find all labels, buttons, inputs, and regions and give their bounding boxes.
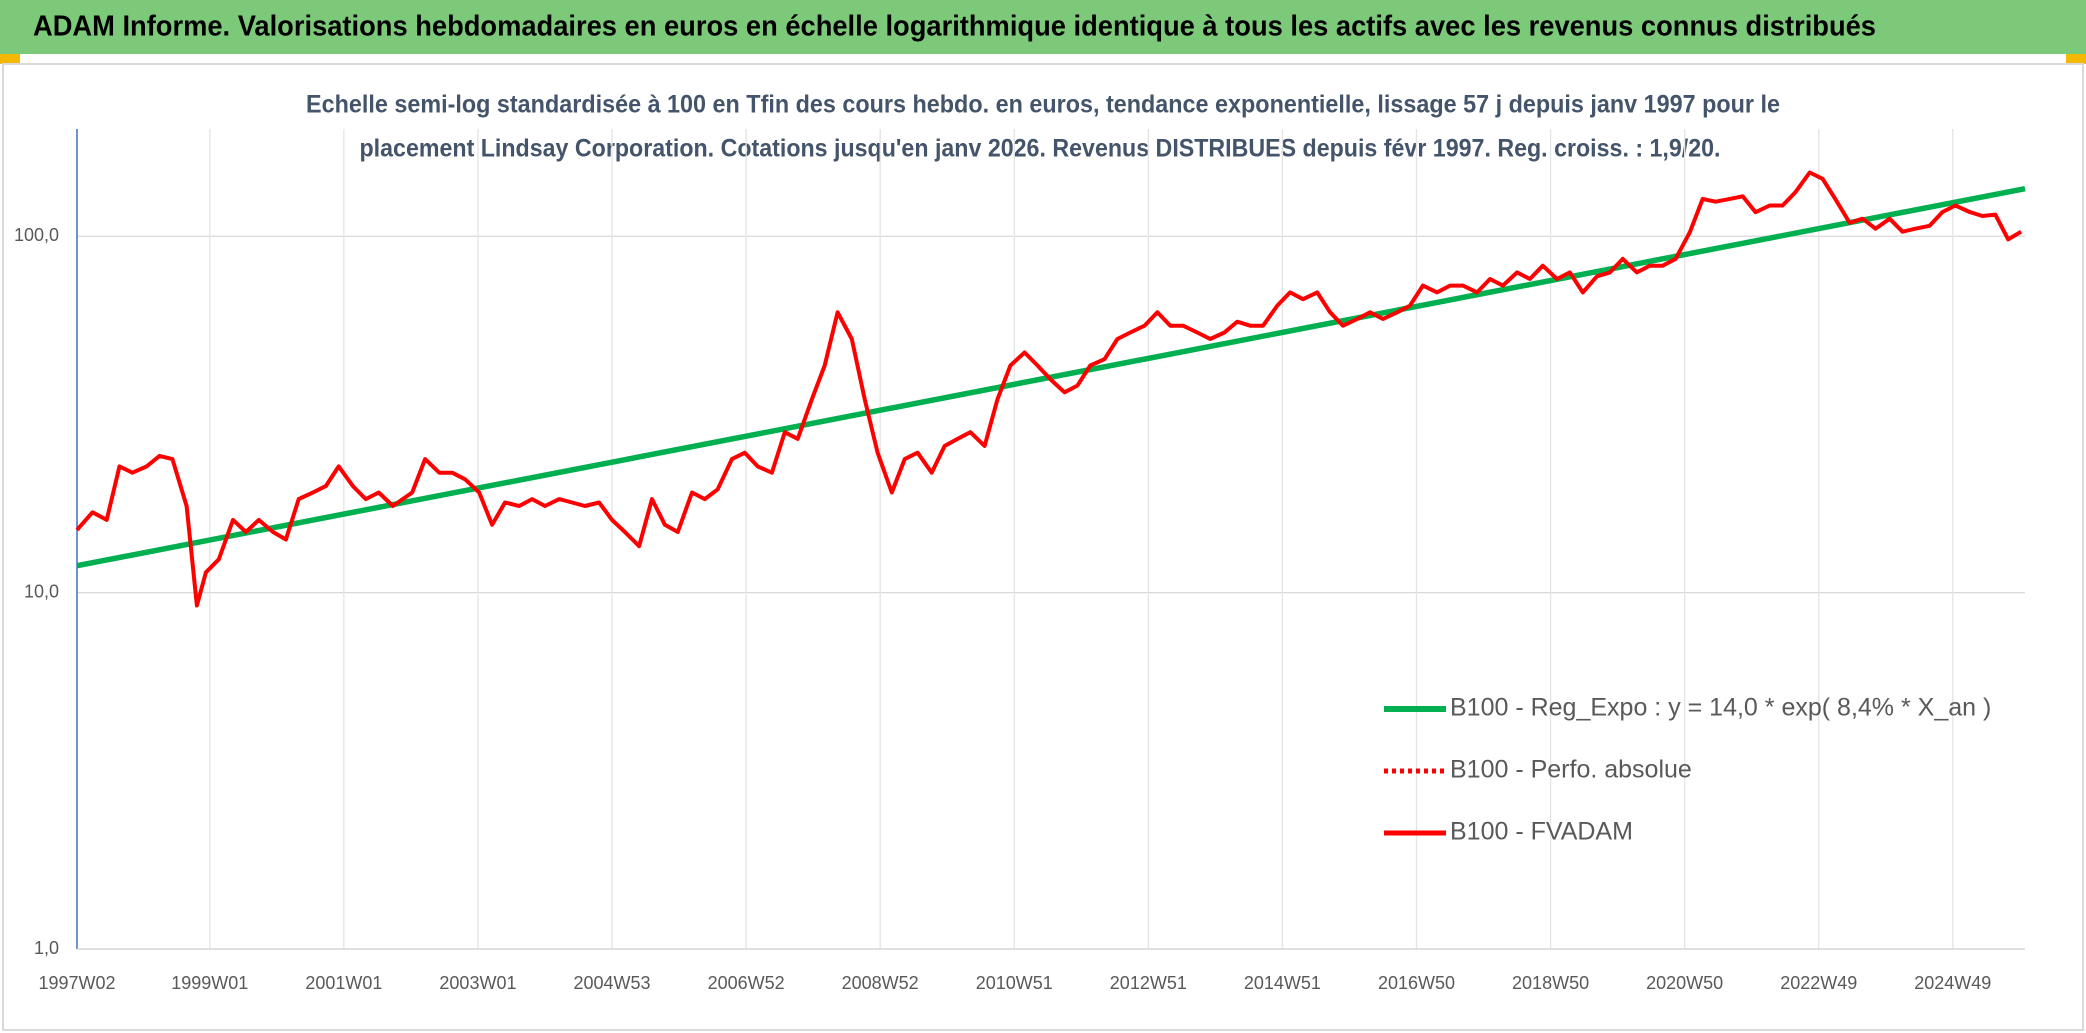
x-tick-label: 2024W49	[1914, 973, 1991, 993]
x-tick-label: 2016W50	[1378, 973, 1455, 993]
y-tick-label: 10,0	[24, 581, 59, 601]
legend-label: B100 - FVADAM	[1450, 818, 1633, 846]
legend-label: B100 - Reg_Expo : y = 14,0 * exp( 8,4% *…	[1450, 694, 1991, 722]
corner-mark	[0, 54, 20, 64]
x-tick-label: 2020W50	[1646, 973, 1723, 993]
x-tick-label: 1999W01	[171, 973, 248, 993]
x-tick-label: 1997W02	[38, 973, 115, 993]
x-tick-label: 2010W51	[976, 973, 1053, 993]
chart-subtitle: placement Lindsay Corporation. Cotations…	[360, 135, 1721, 163]
y-tick-label: 100,0	[14, 225, 59, 245]
x-tick-label: 2006W52	[708, 973, 785, 993]
x-tick-label: 2008W52	[842, 973, 919, 993]
chart-title: ADAM Informe. Valorisations hebdomadaire…	[33, 11, 1876, 43]
series-line	[75, 170, 2023, 608]
x-tick-label: 2004W53	[573, 973, 650, 993]
corner-mark	[2066, 54, 2086, 64]
y-tick-label: 1,0	[34, 938, 59, 958]
chart-border	[2, 63, 2084, 1031]
x-tick-label: 2014W51	[1244, 973, 1321, 993]
x-tick-label: 2001W01	[305, 973, 382, 993]
x-tick-label: 2003W01	[439, 973, 516, 993]
title-bar	[0, 0, 2086, 54]
legend-label: B100 - Perfo. absolue	[1450, 756, 1692, 784]
x-tick-label: 2022W49	[1780, 973, 1857, 993]
x-tick-label: 2012W51	[1110, 973, 1187, 993]
x-tick-label: 2018W50	[1512, 973, 1589, 993]
chart-subtitle: Echelle semi-log standardisée à 100 en T…	[306, 91, 1780, 119]
